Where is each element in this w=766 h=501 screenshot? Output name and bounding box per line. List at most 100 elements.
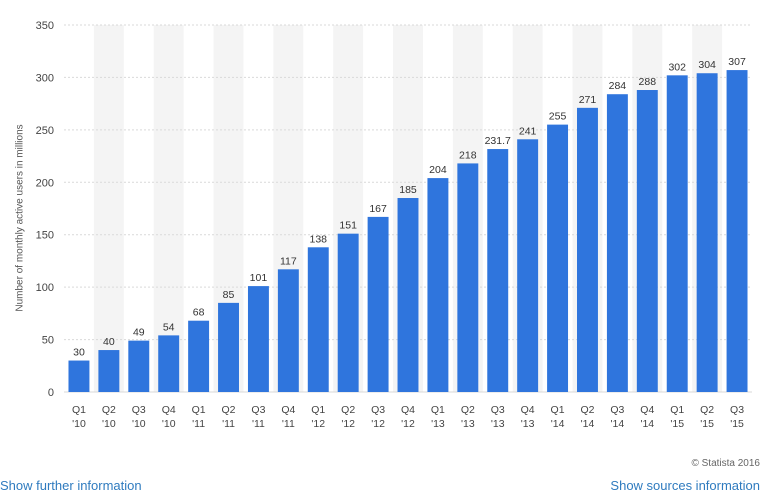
data-label: 138 bbox=[309, 233, 327, 245]
x-tick-label-quarter: Q3 bbox=[491, 404, 505, 416]
data-label: 151 bbox=[339, 220, 357, 232]
column-band bbox=[93, 25, 124, 392]
bar bbox=[606, 94, 628, 392]
bar bbox=[247, 286, 269, 392]
y-tick-label: 150 bbox=[36, 230, 54, 242]
x-tick-label-quarter: Q2 bbox=[341, 404, 355, 416]
bar bbox=[666, 75, 688, 393]
bar bbox=[577, 107, 598, 392]
data-label: 185 bbox=[399, 184, 417, 196]
data-label: 218 bbox=[459, 149, 477, 161]
x-tick-label-quarter: Q3 bbox=[371, 404, 385, 416]
bar bbox=[636, 90, 658, 393]
x-tick-label-quarter: Q4 bbox=[640, 404, 654, 416]
copyright-notice: © Statista 2016 bbox=[691, 458, 760, 469]
bar bbox=[68, 360, 90, 392]
x-tick-label-year: '11 bbox=[222, 418, 235, 430]
x-tick-label-quarter: Q2 bbox=[580, 404, 594, 416]
bar bbox=[337, 233, 359, 392]
data-label: 204 bbox=[429, 164, 447, 176]
x-tick-label-quarter: Q2 bbox=[102, 404, 116, 416]
bar bbox=[427, 178, 449, 392]
data-label: 271 bbox=[579, 94, 597, 106]
bar bbox=[158, 335, 180, 392]
x-tick-label-year: '10 bbox=[102, 418, 116, 430]
data-label: 85 bbox=[223, 289, 235, 301]
data-label: 40 bbox=[103, 336, 115, 348]
data-label: 167 bbox=[369, 203, 387, 215]
x-tick-label-quarter: Q1 bbox=[72, 404, 86, 416]
x-tick-label-year: '12 bbox=[311, 418, 325, 430]
y-axis-label: Number of monthly active users in millio… bbox=[14, 124, 26, 312]
bar bbox=[517, 139, 539, 392]
data-label: 304 bbox=[698, 59, 716, 71]
bar bbox=[128, 340, 150, 392]
x-tick-label-year: '15 bbox=[730, 418, 744, 430]
x-tick-label-year: '14 bbox=[611, 418, 625, 430]
data-label: 255 bbox=[549, 111, 567, 123]
data-label: 284 bbox=[609, 80, 627, 92]
y-tick-label: 300 bbox=[36, 72, 54, 84]
data-label: 117 bbox=[280, 255, 297, 267]
bar bbox=[98, 350, 120, 392]
x-tick-label-year: '13 bbox=[431, 418, 445, 430]
bar bbox=[457, 163, 479, 392]
bar bbox=[277, 269, 299, 392]
bar-chart: 0 50 100 150 200 250 300 350 30 Q1 '10 40 Q2 '10 49 Q3 '… bbox=[36, 20, 752, 430]
bar bbox=[696, 73, 718, 392]
x-tick-label-year: '14 bbox=[640, 418, 654, 430]
y-tick-label: 50 bbox=[42, 335, 54, 347]
bar bbox=[218, 302, 239, 392]
x-tick-label-year: '14 bbox=[551, 418, 565, 430]
x-tick-label-year: '14 bbox=[581, 418, 595, 430]
data-label: 49 bbox=[133, 327, 145, 339]
x-tick-label-year: '15 bbox=[670, 418, 684, 430]
x-tick-label-quarter: Q2 bbox=[222, 404, 236, 416]
x-tick-label-quarter: Q4 bbox=[521, 404, 535, 416]
y-tick-label: 100 bbox=[36, 282, 54, 294]
x-tick-label-year: '13 bbox=[491, 418, 505, 430]
data-label: 302 bbox=[668, 61, 686, 73]
x-tick-label-year: '10 bbox=[162, 418, 176, 430]
x-tick-label-quarter: Q1 bbox=[670, 404, 684, 416]
x-tick-label-year: '10 bbox=[132, 418, 146, 430]
x-tick-label-year: '12 bbox=[371, 418, 385, 430]
y-tick-label: 200 bbox=[36, 177, 54, 189]
x-tick-label-quarter: Q4 bbox=[162, 404, 176, 416]
column-band bbox=[153, 25, 184, 392]
x-tick-label-year: '11 bbox=[192, 418, 205, 430]
y-tick-label: 350 bbox=[36, 20, 54, 32]
show-further-information-link[interactable]: Show further information bbox=[0, 478, 142, 493]
x-tick-label-quarter: Q3 bbox=[132, 404, 146, 416]
bar bbox=[397, 198, 419, 392]
x-tick-label-quarter: Q3 bbox=[610, 404, 624, 416]
bar bbox=[188, 320, 210, 392]
x-tick-label-year: '11 bbox=[282, 418, 295, 430]
data-label: 241 bbox=[519, 125, 537, 137]
data-label: 307 bbox=[728, 56, 746, 68]
x-tick-label-quarter: Q4 bbox=[401, 404, 415, 416]
x-tick-label-quarter: Q3 bbox=[730, 404, 744, 416]
x-tick-label-quarter: Q1 bbox=[431, 404, 445, 416]
data-label: 68 bbox=[193, 307, 205, 319]
x-tick-label-year: '12 bbox=[341, 418, 355, 430]
data-label: 101 bbox=[250, 272, 268, 284]
data-label: 30 bbox=[73, 347, 85, 359]
y-tick-label: 0 bbox=[48, 387, 54, 399]
x-tick-label-quarter: Q1 bbox=[551, 404, 565, 416]
x-tick-label-quarter: Q2 bbox=[700, 404, 714, 416]
x-tick-label-quarter: Q2 bbox=[461, 404, 475, 416]
x-tick-label-year: '12 bbox=[401, 418, 415, 430]
x-tick-label-year: '11 bbox=[252, 418, 265, 430]
y-tick-label: 250 bbox=[36, 125, 54, 137]
x-tick-label-quarter: Q4 bbox=[281, 404, 295, 416]
bar bbox=[547, 124, 569, 392]
x-tick-label-year: '15 bbox=[700, 418, 714, 430]
data-label: 54 bbox=[163, 321, 175, 333]
x-tick-label-quarter: Q1 bbox=[311, 404, 325, 416]
bar bbox=[307, 247, 329, 392]
show-sources-information-link[interactable]: Show sources information bbox=[610, 478, 760, 493]
data-label: 231.7 bbox=[485, 135, 511, 147]
x-tick-label-year: '13 bbox=[461, 418, 475, 430]
x-tick-label-year: '13 bbox=[521, 418, 535, 430]
